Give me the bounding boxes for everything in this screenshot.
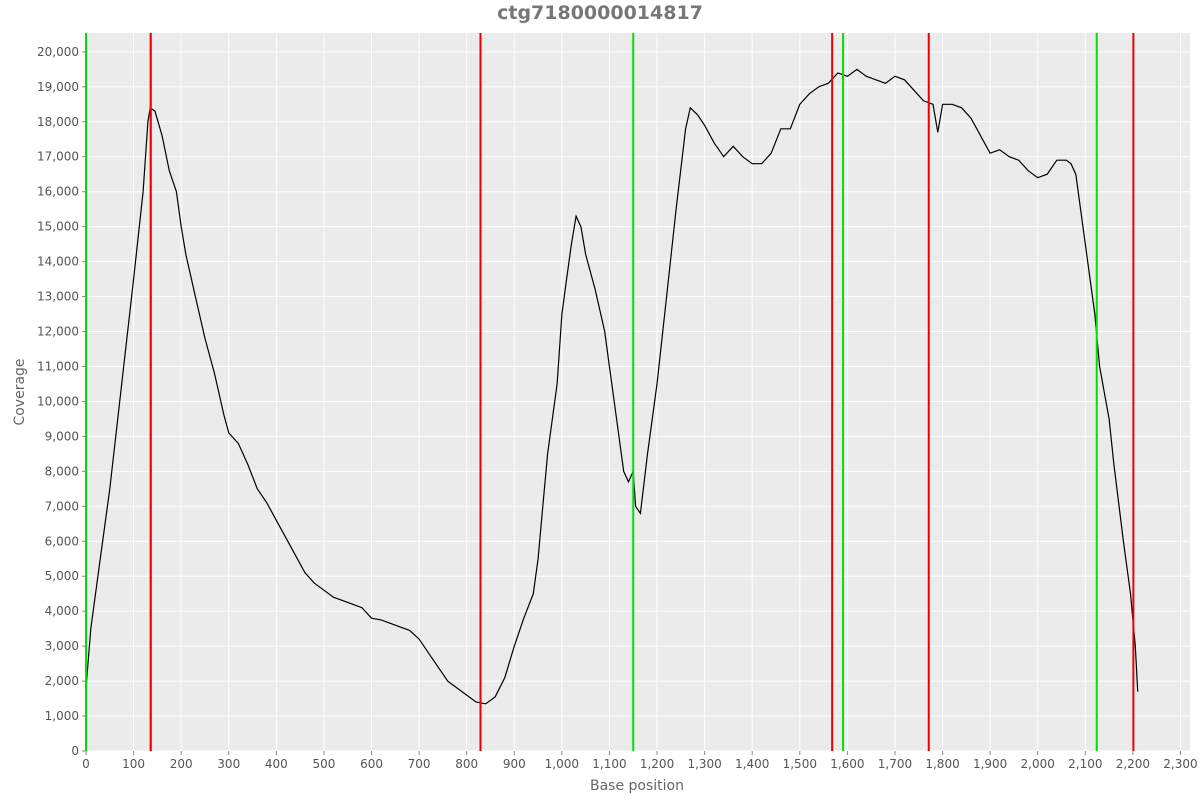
x-tick-label: 1,700 xyxy=(878,757,912,771)
x-tick-label: 1,000 xyxy=(545,757,579,771)
chart-title: ctg7180000014817 xyxy=(497,2,703,24)
y-tick-label: 14,000 xyxy=(37,255,79,269)
y-tick-label: 10,000 xyxy=(37,394,79,408)
x-tick-label: 1,100 xyxy=(592,757,626,771)
x-tick-label: 1,900 xyxy=(973,757,1007,771)
y-tick-label: 15,000 xyxy=(37,220,79,234)
y-tick-label: 9,000 xyxy=(45,429,79,443)
plot-area xyxy=(86,33,1190,751)
y-tick-label: 20,000 xyxy=(37,45,79,59)
x-tick-label: 1,300 xyxy=(687,757,721,771)
y-tick-label: 7,000 xyxy=(45,499,79,513)
y-tick-label: 19,000 xyxy=(37,80,79,94)
x-tick-label: 2,100 xyxy=(1068,757,1102,771)
x-tick-label: 100 xyxy=(122,757,145,771)
x-tick-label: 700 xyxy=(408,757,431,771)
x-tick-label: 1,400 xyxy=(735,757,769,771)
x-tick-label: 1,800 xyxy=(925,757,959,771)
x-tick-label: 500 xyxy=(312,757,335,771)
y-tick-label: 12,000 xyxy=(37,325,79,339)
y-tick-label: 5,000 xyxy=(45,569,79,583)
y-tick-label: 1,000 xyxy=(45,709,79,723)
y-tick-label: 18,000 xyxy=(37,115,79,129)
y-tick-label: 16,000 xyxy=(37,185,79,199)
y-tick-label: 11,000 xyxy=(37,359,79,373)
coverage-line xyxy=(85,68,1139,705)
y-tick-label: 4,000 xyxy=(45,604,79,618)
x-axis-label: Base position xyxy=(590,778,684,794)
x-tick-label: 1,200 xyxy=(640,757,674,771)
y-tick-label: 8,000 xyxy=(45,464,79,478)
x-tick-label: 900 xyxy=(503,757,526,771)
x-tick-label: 200 xyxy=(170,757,193,771)
x-tick-label: 600 xyxy=(360,757,383,771)
x-tick-label: 400 xyxy=(265,757,288,771)
x-tick-label: 0 xyxy=(82,757,90,771)
x-tick-label: 1,600 xyxy=(830,757,864,771)
y-tick-label: 3,000 xyxy=(45,639,79,653)
x-tick-label: 2,000 xyxy=(1021,757,1055,771)
y-tick-label: 6,000 xyxy=(45,534,79,548)
x-tick-label: 1,500 xyxy=(783,757,817,771)
y-tick-label: 0 xyxy=(71,744,79,758)
y-tick-label: 13,000 xyxy=(37,290,79,304)
y-tick-label: 2,000 xyxy=(45,674,79,688)
y-tick-label: 17,000 xyxy=(37,150,79,164)
x-tick-label: 800 xyxy=(455,757,478,771)
x-tick-label: 2,300 xyxy=(1163,757,1197,771)
x-tick-label: 2,200 xyxy=(1116,757,1150,771)
y-axis-label: Coverage xyxy=(12,358,28,425)
x-tick-label: 300 xyxy=(217,757,240,771)
